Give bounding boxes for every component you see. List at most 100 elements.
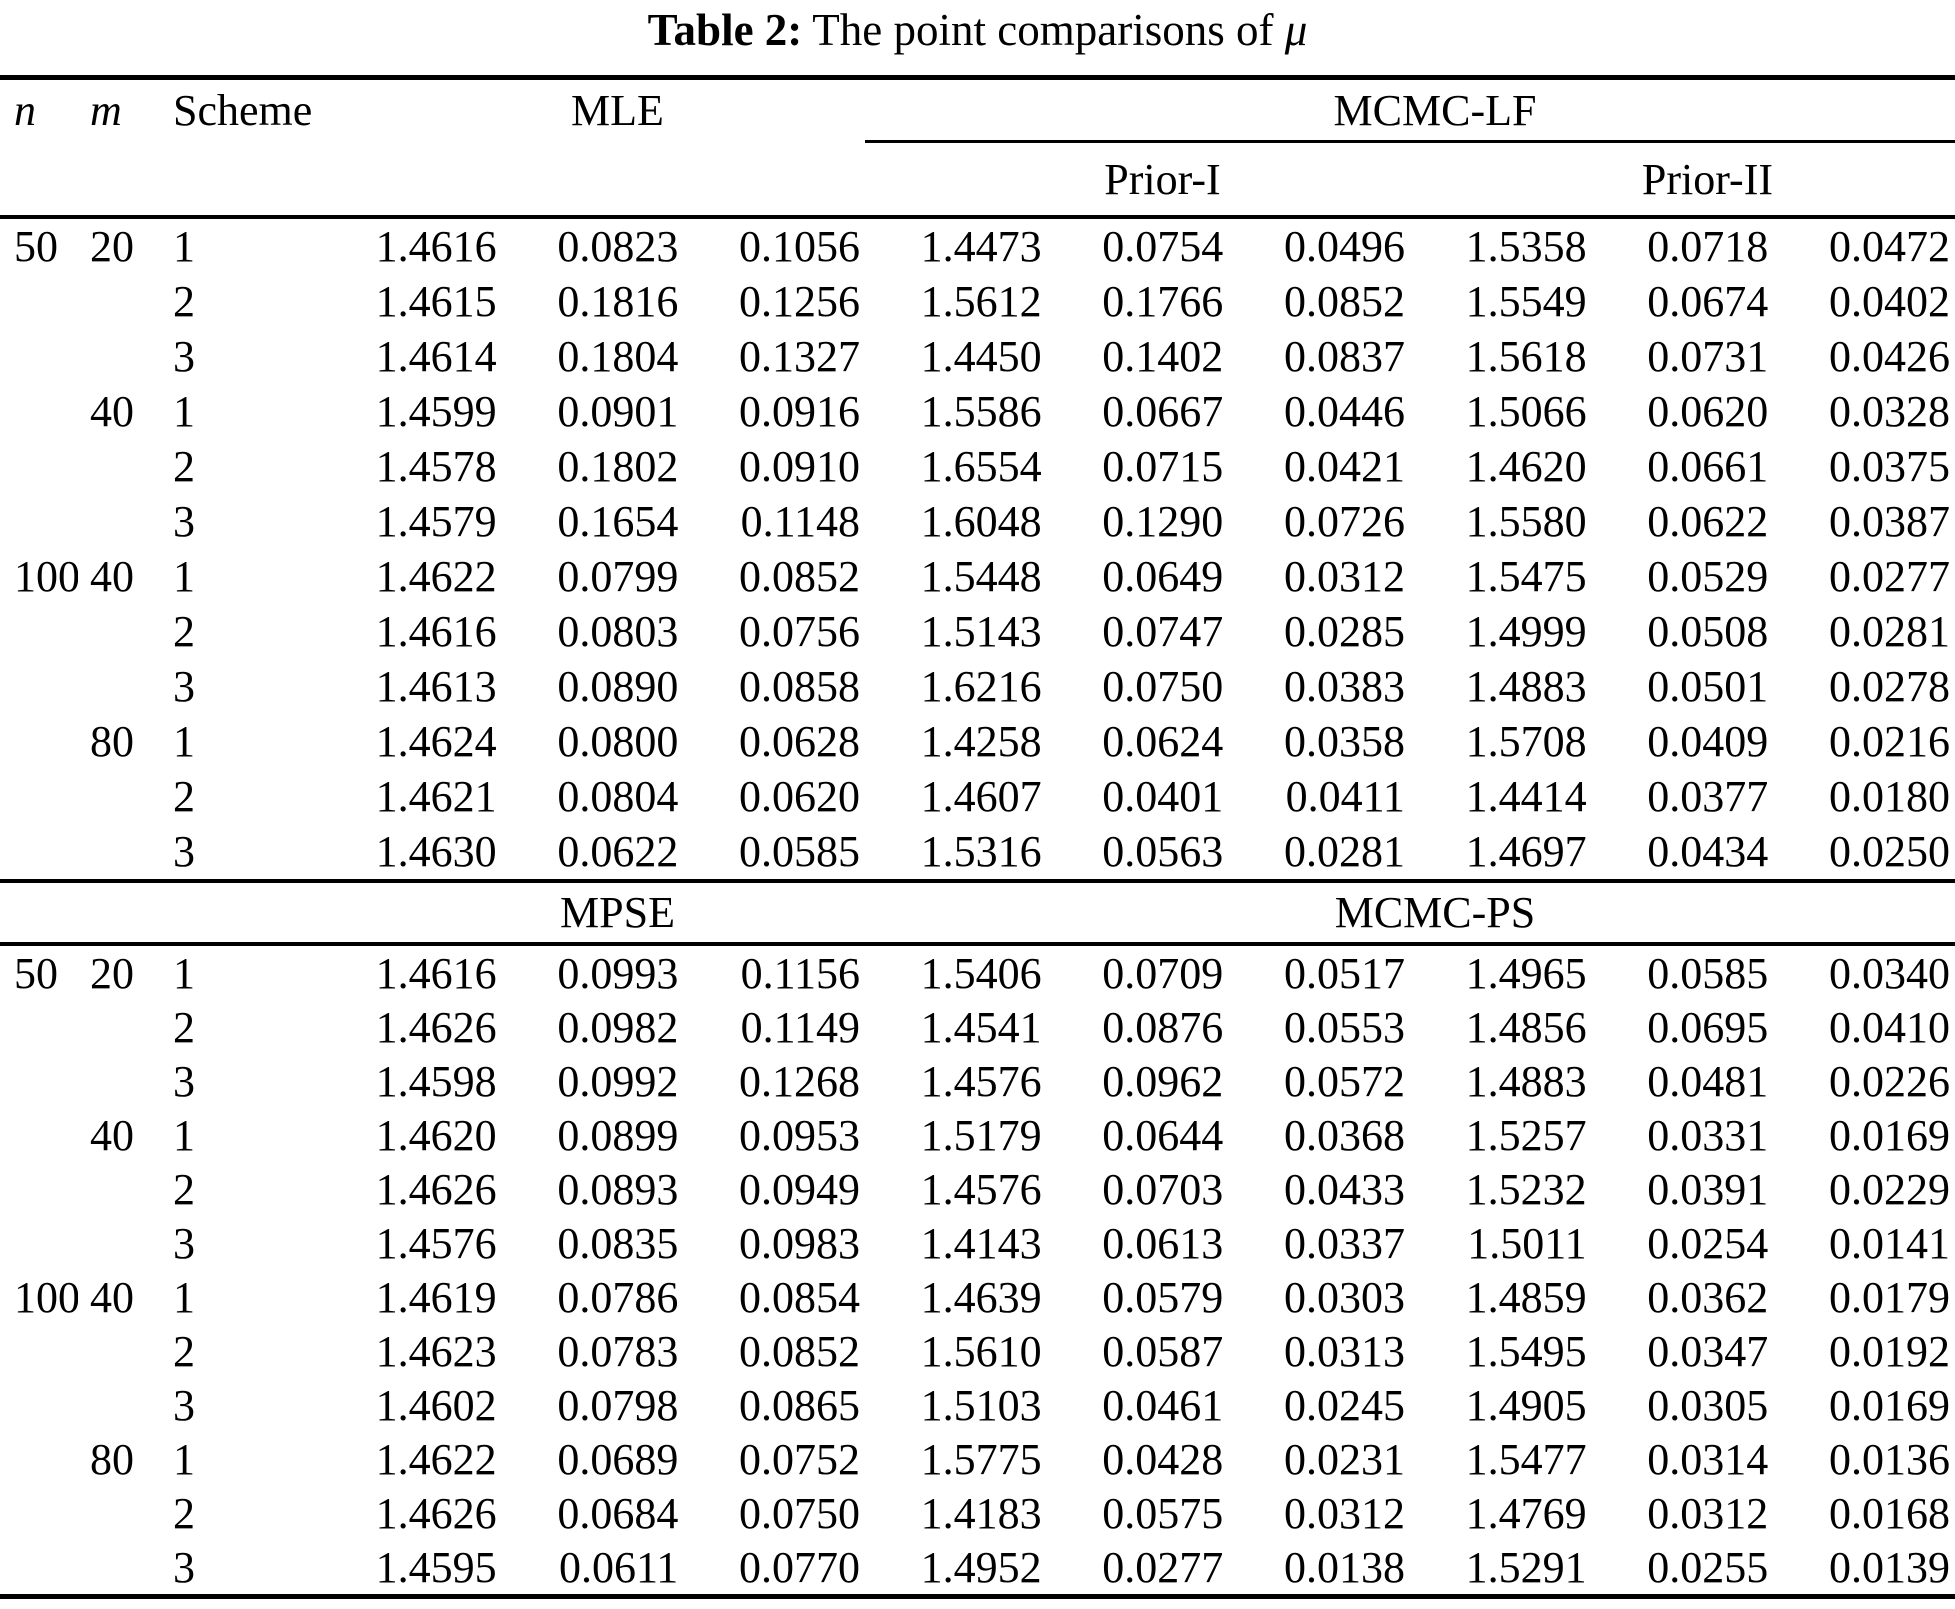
cell-value: 0.0553 bbox=[1283, 1002, 1405, 1052]
table-row: 2 1.4626 0.0684 0.0750 1.4183 0.0575 0.0312 1.4… bbox=[0, 1486, 1955, 1540]
cell-n bbox=[0, 714, 78, 769]
cell-m: 80 bbox=[90, 717, 134, 766]
table-row: 50 20 1 1.4616 0.0823 0.1056 1.4473 0.0754 0.049… bbox=[0, 217, 1955, 274]
cell-value: 0.1327 bbox=[738, 332, 860, 381]
cell-value: 0.0481 bbox=[1647, 1056, 1769, 1106]
cell-value: 0.0312 bbox=[1647, 1488, 1769, 1538]
cell-value: 0.0752 bbox=[738, 1434, 860, 1484]
cell-value: 1.4905 bbox=[1465, 1380, 1587, 1430]
cell-value: 0.0281 bbox=[1829, 607, 1950, 656]
cell-value: 1.5066 bbox=[1465, 387, 1587, 436]
table-row: 3 1.4579 0.1654 0.1148 1.6048 0.1290 0.0726 1.5… bbox=[0, 494, 1955, 549]
cell-scheme: 1 bbox=[173, 717, 195, 766]
cell-m bbox=[78, 1378, 143, 1432]
cell-value: 1.4450 bbox=[920, 332, 1042, 381]
cell-value: 0.0216 bbox=[1829, 717, 1950, 766]
cell-value: 0.0508 bbox=[1647, 607, 1769, 656]
cell-value: 1.5232 bbox=[1465, 1164, 1587, 1214]
cell-value: 0.0800 bbox=[557, 717, 679, 766]
col-header-mle: MLE bbox=[571, 86, 664, 136]
cell-value: 0.0169 bbox=[1829, 1380, 1950, 1430]
cell-scheme: 1 bbox=[173, 1110, 195, 1160]
cell-scheme: 3 bbox=[173, 827, 195, 876]
cell-value: 0.0747 bbox=[1102, 607, 1224, 656]
cell-m bbox=[78, 1000, 143, 1054]
cell-value: 1.4622 bbox=[375, 552, 497, 601]
cell-value: 1.4965 bbox=[1465, 948, 1587, 998]
cell-value: 0.0331 bbox=[1647, 1110, 1769, 1160]
table-row: 2 1.4626 0.0893 0.0949 1.4576 0.0703 0.0433 1.5… bbox=[0, 1162, 1955, 1216]
cell-value: 0.0529 bbox=[1647, 552, 1769, 601]
cell-value: 0.0835 bbox=[557, 1218, 679, 1268]
table-row: 40 1 1.4620 0.0899 0.0953 1.5179 0.0644 0.0368 1… bbox=[0, 1108, 1955, 1162]
cell-scheme: 2 bbox=[173, 607, 195, 656]
cell-value: 1.4620 bbox=[375, 1110, 497, 1160]
cell-value: 0.0563 bbox=[1102, 827, 1224, 876]
cell-value: 0.0689 bbox=[557, 1434, 679, 1484]
cell-n bbox=[0, 1378, 78, 1432]
mu-symbol: μ bbox=[1284, 5, 1308, 55]
cell-value: 0.0169 bbox=[1829, 1110, 1950, 1160]
cell-value: 0.1654 bbox=[557, 497, 679, 546]
cell-value: 0.0992 bbox=[557, 1056, 679, 1106]
cell-value: 1.4623 bbox=[375, 1326, 497, 1376]
cell-value: 0.0245 bbox=[1283, 1380, 1405, 1430]
cell-scheme: 3 bbox=[173, 1542, 195, 1592]
cell-n bbox=[0, 1216, 78, 1270]
cell-value: 1.4622 bbox=[375, 1434, 497, 1484]
cell-value: 1.6216 bbox=[920, 662, 1042, 711]
col-header-prior-2: Prior-II bbox=[1409, 141, 1955, 219]
cell-value: 1.4183 bbox=[920, 1488, 1042, 1538]
cell-value: 0.0993 bbox=[557, 948, 679, 998]
cell-scheme: 2 bbox=[173, 1164, 195, 1214]
cell-scheme: 2 bbox=[173, 772, 195, 821]
cell-value: 0.0433 bbox=[1283, 1164, 1405, 1214]
cell-value: 0.0472 bbox=[1829, 222, 1950, 271]
table-caption: Table 2: The point comparisons of μ bbox=[0, 0, 1955, 58]
cell-value: 1.5495 bbox=[1465, 1326, 1587, 1376]
cell-m: 80 bbox=[90, 1434, 134, 1484]
cell-value: 0.0709 bbox=[1102, 948, 1224, 998]
cell-value: 1.6554 bbox=[920, 442, 1042, 491]
cell-value: 1.4626 bbox=[375, 1164, 497, 1214]
cell-m bbox=[78, 769, 143, 824]
table-row: 2 1.4623 0.0783 0.0852 1.5610 0.0587 0.0313 1.5… bbox=[0, 1324, 1955, 1378]
col-header-scheme: Scheme bbox=[173, 86, 313, 136]
cell-value: 0.0229 bbox=[1829, 1164, 1950, 1214]
cell-value: 0.0409 bbox=[1647, 717, 1769, 766]
cell-value: 0.0377 bbox=[1647, 772, 1769, 821]
cell-value: 0.0890 bbox=[557, 662, 679, 711]
cell-value: 0.0876 bbox=[1102, 1002, 1224, 1052]
cell-value: 1.4626 bbox=[375, 1488, 497, 1538]
table-row: 3 1.4598 0.0992 0.1268 1.4576 0.0962 0.0572 1.4… bbox=[0, 1054, 1955, 1108]
cell-value: 1.4619 bbox=[375, 1272, 497, 1322]
cell-value: 0.0401 bbox=[1102, 772, 1224, 821]
table-row: 2 1.4616 0.0803 0.0756 1.5143 0.0747 0.0285 1.4… bbox=[0, 604, 1955, 659]
cell-m bbox=[78, 1162, 143, 1216]
cell-scheme: 3 bbox=[173, 1218, 195, 1268]
cell-value: 0.0962 bbox=[1102, 1056, 1224, 1106]
cell-value: 1.4613 bbox=[375, 662, 497, 711]
cell-scheme: 1 bbox=[173, 222, 195, 271]
cell-value: 1.5708 bbox=[1465, 717, 1587, 766]
cell-value: 0.0854 bbox=[738, 1272, 860, 1322]
cell-value: 0.0368 bbox=[1283, 1110, 1405, 1160]
cell-value: 0.0572 bbox=[1283, 1056, 1405, 1106]
cell-value: 0.0226 bbox=[1829, 1056, 1950, 1106]
cell-value: 1.5291 bbox=[1465, 1542, 1587, 1592]
cell-m bbox=[78, 329, 143, 384]
cell-value: 1.5618 bbox=[1465, 332, 1587, 381]
cell-n bbox=[0, 824, 78, 881]
cell-n bbox=[0, 274, 78, 329]
cell-scheme: 3 bbox=[173, 662, 195, 711]
cell-value: 1.5612 bbox=[920, 277, 1042, 326]
col-header-m: m bbox=[90, 86, 122, 136]
cell-value: 0.0192 bbox=[1829, 1326, 1950, 1376]
cell-value: 0.0756 bbox=[738, 607, 860, 656]
cell-value: 0.0916 bbox=[738, 387, 860, 436]
cell-value: 0.0899 bbox=[557, 1110, 679, 1160]
cell-value: 0.0684 bbox=[557, 1488, 679, 1538]
cell-value: 0.0358 bbox=[1283, 717, 1405, 766]
cell-value: 0.0426 bbox=[1829, 332, 1950, 381]
cell-value: 0.0803 bbox=[557, 607, 679, 656]
